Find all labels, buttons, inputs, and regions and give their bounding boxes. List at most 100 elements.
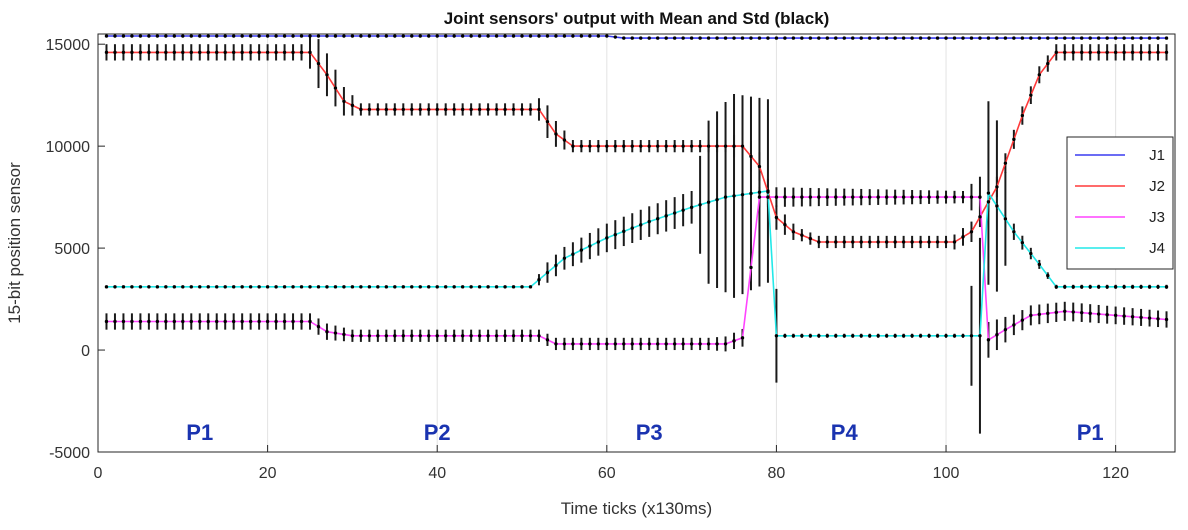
mean-point-j1 (1080, 36, 1084, 40)
mean-point-j2 (291, 50, 295, 55)
mean-point-j1 (147, 34, 151, 38)
phase-label: P3 (636, 420, 663, 445)
mean-point-j1 (817, 36, 821, 40)
mean-point-j2 (443, 107, 448, 112)
y-tick-label: 15000 (46, 37, 91, 54)
mean-point-j4 (1054, 285, 1058, 289)
mean-point-j3 (443, 334, 448, 338)
x-tick-label: 60 (598, 465, 616, 482)
mean-point-j3 (689, 342, 694, 346)
mean-point-j2 (181, 50, 185, 55)
mean-point-j3 (511, 334, 516, 338)
mean-point-j3 (961, 195, 965, 199)
mean-point-j4 (613, 232, 617, 237)
mean-point-j1 (935, 36, 940, 40)
mean-point-j3 (215, 319, 219, 324)
mean-point-j1 (952, 36, 957, 40)
mean-point-j3 (503, 334, 507, 338)
mean-point-j3 (155, 319, 160, 324)
mean-point-j1 (766, 36, 770, 40)
mean-point-j2 (172, 50, 177, 55)
mean-point-j1 (104, 34, 109, 38)
mean-point-j3 (477, 334, 482, 338)
mean-point-j4 (1156, 285, 1160, 289)
mean-point-j2 (206, 50, 210, 55)
mean-point-j1 (189, 34, 193, 38)
mean-point-j4 (622, 229, 626, 234)
mean-point-j2 (486, 107, 490, 112)
mean-point-j3 (1096, 312, 1101, 316)
mean-point-j3 (969, 195, 974, 199)
mean-point-j4 (528, 285, 533, 289)
mean-point-j2 (851, 240, 855, 244)
mean-point-j4 (562, 256, 567, 260)
mean-point-j3 (181, 319, 185, 324)
mean-point-j2 (1012, 137, 1016, 142)
mean-point-j4 (215, 285, 219, 289)
mean-point-j1 (986, 36, 991, 40)
mean-point-j2 (155, 50, 160, 55)
mean-point-j1 (554, 34, 558, 38)
mean-point-j4 (681, 208, 685, 212)
mean-point-j1 (715, 36, 719, 40)
mean-point-j4 (817, 334, 821, 338)
mean-point-j3 (808, 195, 813, 199)
mean-point-j2 (774, 215, 779, 220)
mean-point-j3 (223, 319, 227, 324)
mean-point-j1 (138, 34, 143, 38)
mean-point-j1 (825, 36, 830, 40)
mean-point-j4 (639, 223, 643, 227)
mean-point-j3 (333, 331, 338, 335)
mean-point-j1 (231, 34, 236, 38)
mean-point-j2 (376, 107, 380, 112)
mean-point-j2 (910, 240, 914, 244)
mean-point-j1 (1037, 36, 1042, 40)
mean-point-j4 (927, 334, 931, 338)
mean-point-j3 (656, 342, 660, 346)
mean-point-j2 (613, 144, 617, 148)
mean-point-j4 (181, 285, 185, 289)
mean-point-j4 (986, 191, 991, 195)
mean-point-j2 (545, 119, 550, 124)
mean-point-j3 (113, 319, 117, 324)
mean-point-j2 (223, 50, 227, 55)
mean-point-j3 (1046, 311, 1050, 316)
mean-point-j3 (672, 342, 677, 346)
mean-point-j4 (791, 334, 796, 338)
mean-point-j1 (384, 34, 389, 38)
mean-point-j4 (672, 211, 677, 215)
mean-point-j4 (969, 334, 974, 338)
mean-point-j3 (749, 265, 753, 270)
mean-point-j2 (384, 107, 389, 112)
mean-point-j2 (808, 236, 813, 241)
mean-point-j1 (1003, 36, 1008, 40)
mean-point-j3 (774, 195, 779, 199)
mean-point-j3 (740, 336, 745, 340)
mean-point-j3 (342, 332, 346, 337)
mean-point-j4 (715, 197, 719, 202)
mean-point-j1 (1063, 36, 1067, 40)
mean-point-j2 (410, 107, 414, 112)
mean-point-j2 (698, 144, 702, 148)
mean-point-j2 (554, 132, 558, 136)
mean-point-j3 (918, 195, 923, 199)
mean-point-j2 (596, 144, 601, 148)
mean-point-j4 (240, 285, 244, 289)
mean-point-j1 (774, 36, 779, 40)
x-tick-label: 80 (768, 465, 786, 482)
mean-point-j2 (1156, 50, 1160, 55)
mean-point-j4 (223, 285, 227, 289)
mean-point-j4 (503, 285, 507, 289)
mean-point-j3 (579, 342, 584, 346)
mean-point-j4 (172, 285, 177, 289)
mean-point-j4 (1105, 285, 1109, 289)
mean-point-j1 (198, 34, 202, 38)
mean-point-j4 (189, 285, 193, 289)
mean-point-j1 (342, 34, 346, 38)
x-tick-label: 40 (428, 465, 446, 482)
mean-point-j3 (308, 319, 312, 324)
mean-point-j2 (528, 107, 533, 112)
mean-point-j3 (851, 195, 855, 199)
mean-point-j4 (944, 334, 948, 338)
mean-point-j2 (800, 233, 804, 237)
